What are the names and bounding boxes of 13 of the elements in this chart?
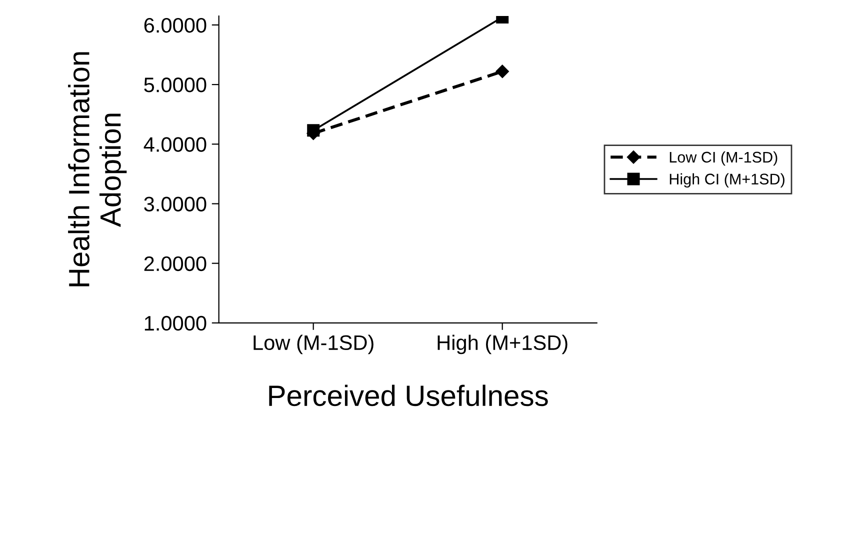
x-tick-label: Low (M-1SD) [254,334,374,354]
legend-label: High CI (M+1SD) [670,173,784,188]
y-tick-label: 6.0000 [144,18,206,33]
y-tick-label: 1.0000 [144,316,206,331]
x-axis-title: Perceived Usefulness [269,384,548,406]
legend-label: Low CI (M-1SD) [670,151,778,166]
y-tick-label: 4.0000 [144,137,206,152]
y-axis-title: Health Information Adoption [68,52,127,286]
y-tick-label: 5.0000 [144,78,206,92]
y-tick-label: 2.0000 [144,256,206,272]
point [496,64,509,78]
x-tick-label: High (M+1SD) [438,334,568,354]
y-tick-label: 3.0000 [144,196,206,212]
